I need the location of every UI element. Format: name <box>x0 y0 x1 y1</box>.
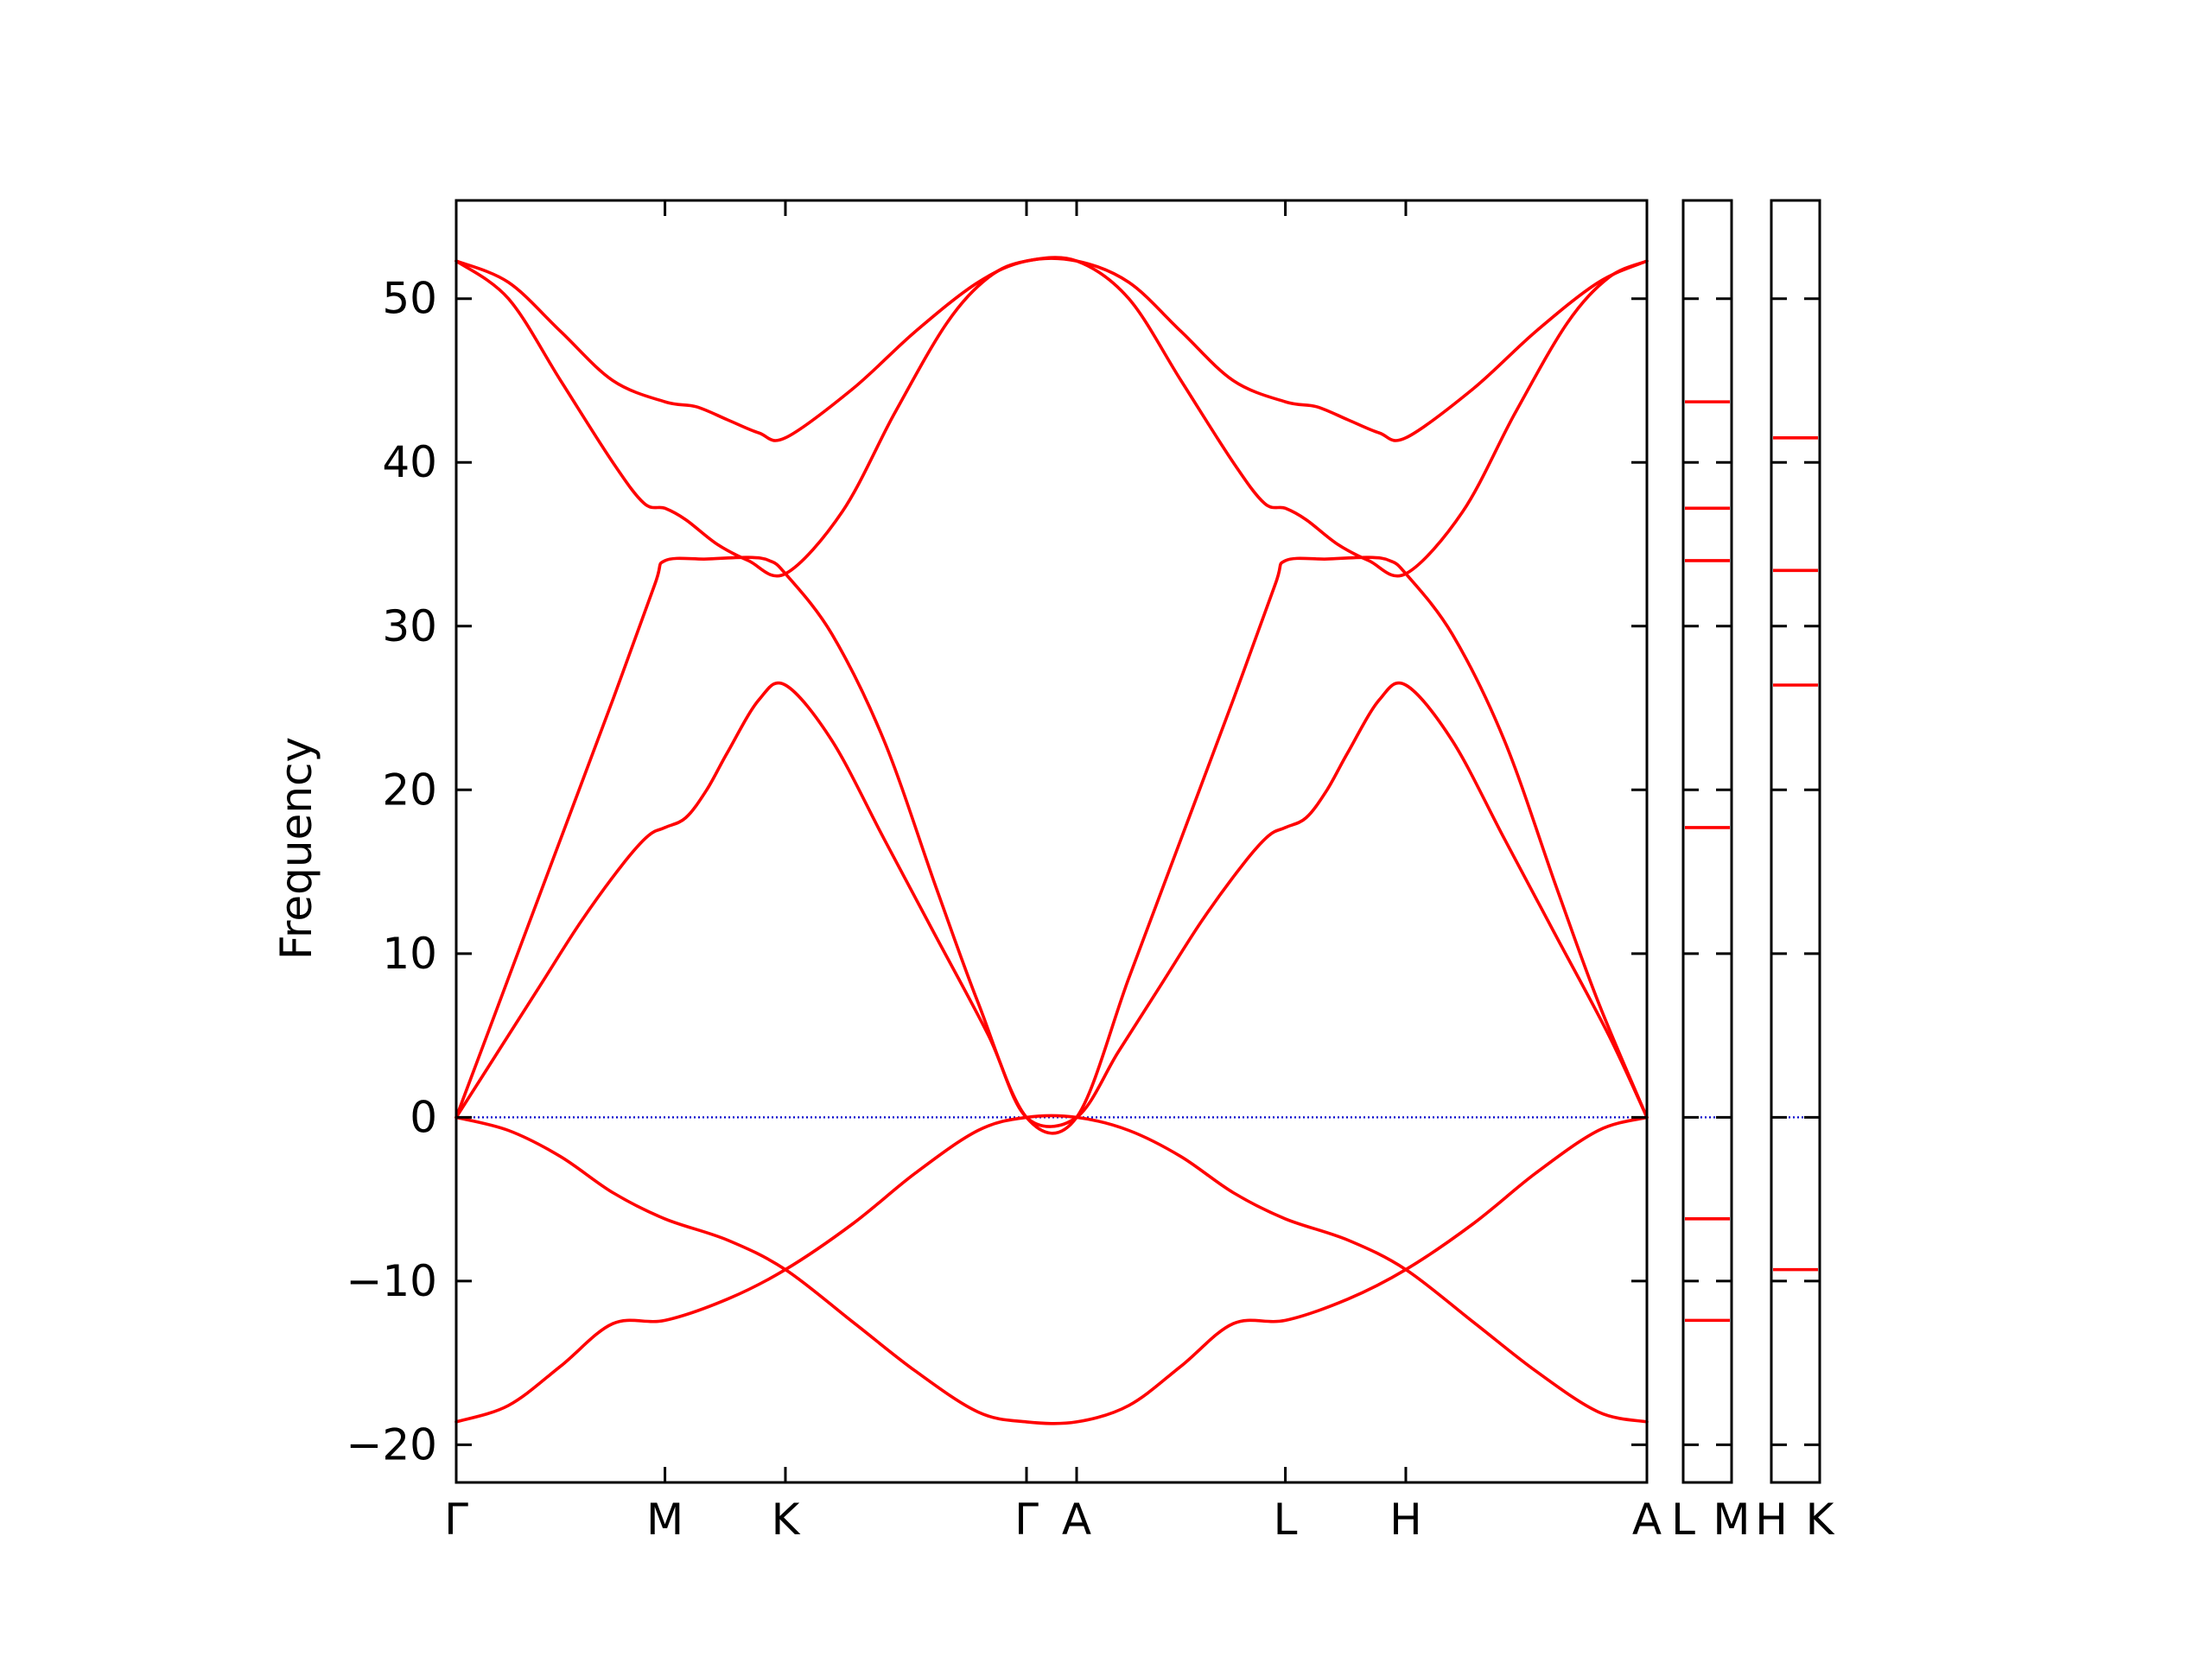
band-line-1 <box>454 257 1649 442</box>
x-path-label: L <box>1274 1495 1298 1545</box>
x-path-label: Γ <box>444 1495 468 1545</box>
x-path-label: Γ <box>1014 1495 1039 1545</box>
x-path-label: A <box>1062 1495 1091 1545</box>
band-line-5 <box>454 1115 1649 1425</box>
panel-2-x-label: H <box>1755 1495 1788 1545</box>
panel-2-x-label: K <box>1806 1495 1835 1545</box>
main-plot-frame <box>454 199 1649 1484</box>
y-tick-label: 50 <box>382 274 437 324</box>
x-path-label: M <box>646 1495 683 1545</box>
y-tick-label: 30 <box>382 601 437 651</box>
side-panel-1-frame <box>1681 199 1733 1484</box>
y-tick-label: 20 <box>382 765 437 815</box>
band-line-4 <box>454 681 1649 1128</box>
y-tick-label: −10 <box>346 1256 437 1306</box>
band-line-2 <box>454 256 1649 578</box>
side-panel-2-frame <box>1770 199 1821 1484</box>
y-tick-label: −20 <box>346 1419 437 1469</box>
y-axis-title: Frequency <box>271 737 321 960</box>
panel-1-x-label: M <box>1713 1495 1750 1545</box>
panel-1-x-label: L <box>1671 1495 1695 1545</box>
y-tick-label: 40 <box>382 437 437 487</box>
x-path-label: A <box>1632 1495 1662 1545</box>
x-path-label: H <box>1389 1495 1422 1545</box>
x-path-label: K <box>772 1495 801 1545</box>
y-tick-label: 10 <box>382 929 437 979</box>
band-line-3 <box>454 555 1649 1135</box>
band-line-6 <box>454 1114 1649 1424</box>
y-tick-label: 0 <box>410 1092 437 1142</box>
